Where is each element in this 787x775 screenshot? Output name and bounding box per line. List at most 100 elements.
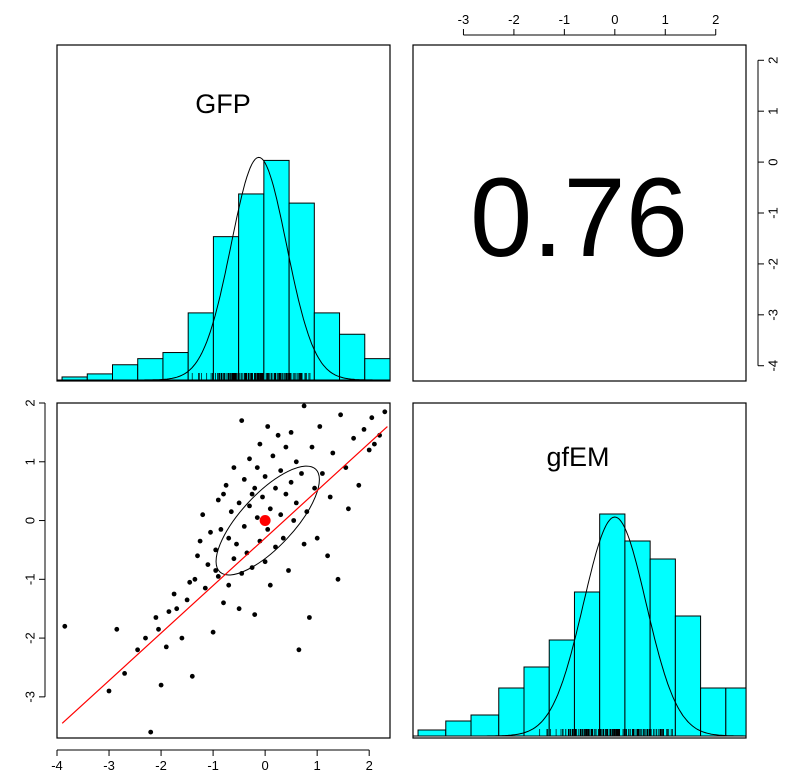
scatter-point: [293, 459, 299, 465]
scatter-point: [351, 435, 356, 441]
gfem-bar-8: [624, 540, 651, 737]
gfp-bar-11: [339, 333, 366, 381]
scatter-point: [252, 485, 258, 491]
gfem-bar-10: [674, 615, 702, 737]
gfp-bar-2: [112, 364, 139, 381]
gfp-bar-6: [212, 236, 240, 381]
scatter-point: [270, 453, 276, 459]
gfem-bar-0: [417, 729, 447, 737]
scatter-point: [247, 456, 252, 462]
gfp-rug: [191, 373, 311, 380]
y-tick-label-right: -3: [765, 309, 780, 321]
x-tick-label-bottom: 0: [262, 758, 269, 773]
gfem-bar-12: [725, 687, 747, 737]
panel-corr-frame: [412, 44, 747, 382]
scatter-point: [200, 512, 206, 518]
gfem-bar-9: [649, 558, 676, 737]
scatter-point: [241, 477, 247, 482]
scatter-point: [158, 682, 164, 688]
scatter-point: [239, 418, 245, 423]
correlation-ellipse: [215, 465, 320, 576]
scatter-point: [317, 424, 323, 429]
scatter-point: [275, 432, 281, 438]
scatter-point: [262, 559, 268, 565]
y-tick-label-left: -3: [22, 691, 37, 703]
scatter-point: [252, 612, 258, 617]
regression-line: [61, 426, 388, 724]
scatter-point: [202, 585, 208, 591]
scatter-plot: [61, 403, 388, 735]
scatter-point: [299, 471, 304, 476]
gfp-density-curve: [57, 156, 390, 381]
scatter-point: [241, 524, 247, 529]
centroid-point: [259, 515, 271, 527]
scatter-point: [226, 535, 232, 541]
scatter-point: [343, 465, 349, 470]
panel-gfp-frame: [56, 44, 391, 382]
scatter-point: [330, 450, 336, 456]
scatter-point: [208, 529, 213, 535]
scatter-point: [327, 494, 333, 500]
scatter-point: [166, 609, 172, 614]
scatter-point: [288, 479, 294, 485]
scatter-point: [122, 671, 127, 676]
scatter-point: [286, 568, 291, 573]
scatter-point: [234, 541, 239, 547]
scatter-point: [257, 441, 263, 447]
gfem-bar-4: [523, 666, 550, 737]
scatter-point: [114, 626, 120, 632]
scatter-point: [62, 623, 68, 629]
x-tick-label-top: 0: [611, 12, 618, 27]
scatter-point: [228, 509, 234, 515]
panel-scatter-frame: [56, 402, 391, 739]
scatter-point: [291, 518, 297, 523]
gfp-bar-5: [187, 312, 214, 381]
scatter-point: [163, 644, 169, 650]
gfp-bar-12: [364, 358, 391, 381]
gfem-density-curve: [413, 516, 746, 737]
scatter-point: [307, 615, 312, 620]
y-tick-label-right: -2: [765, 258, 780, 270]
scatter-point: [184, 597, 190, 603]
axes: -4 -3 -2 -1 0 1 2 -3 -2 -1 0 1 2 -3 -2 -1 0 1 2 2 1 0 -1 -2 -3 -4: [22, 12, 780, 773]
scatter-point: [171, 591, 177, 597]
y-tick-label-right: -1: [765, 207, 780, 219]
scatter-point: [192, 576, 198, 582]
x-tick-label-bottom: -2: [155, 758, 167, 773]
x-tick-label-top: 2: [712, 12, 719, 27]
scatter-point: [288, 430, 294, 435]
scatter-point: [356, 482, 362, 488]
scatter-point: [215, 497, 221, 503]
scatter-point: [187, 579, 193, 585]
gfem-bar-7: [599, 513, 626, 737]
gfp-bar-10: [313, 312, 341, 381]
scatter-point: [249, 491, 255, 497]
scatter-point: [197, 538, 203, 544]
scatter-point: [260, 494, 265, 500]
y-tick-label-left: -1: [22, 574, 37, 586]
scatter-point: [218, 527, 224, 532]
scatter-point: [296, 647, 302, 653]
scatter-point: [278, 512, 284, 518]
scatter-point: [247, 503, 252, 509]
scatter-point: [215, 574, 221, 579]
scatter-point: [325, 553, 330, 559]
scatter-point: [320, 471, 325, 476]
scatter-point: [372, 441, 377, 447]
scatter-point: [280, 535, 286, 541]
scatter-point: [153, 615, 159, 620]
scatter-point: [135, 647, 141, 653]
scatter-point: [283, 444, 289, 450]
scatter-point: [236, 606, 242, 612]
y-tick-label-left: 2: [22, 399, 37, 406]
gfp-bar-8: [263, 159, 290, 381]
scatter-point: [262, 474, 268, 479]
scatter-point: [312, 485, 317, 491]
scatter-point: [265, 527, 271, 532]
scatter-point: [213, 568, 219, 573]
correlation-value: 0.76: [470, 155, 688, 280]
x-tick-label-bottom: -4: [51, 758, 63, 773]
scatter-point: [231, 556, 237, 562]
x-tick-label-top: 1: [662, 12, 669, 27]
gfp-bar-1: [86, 373, 113, 381]
